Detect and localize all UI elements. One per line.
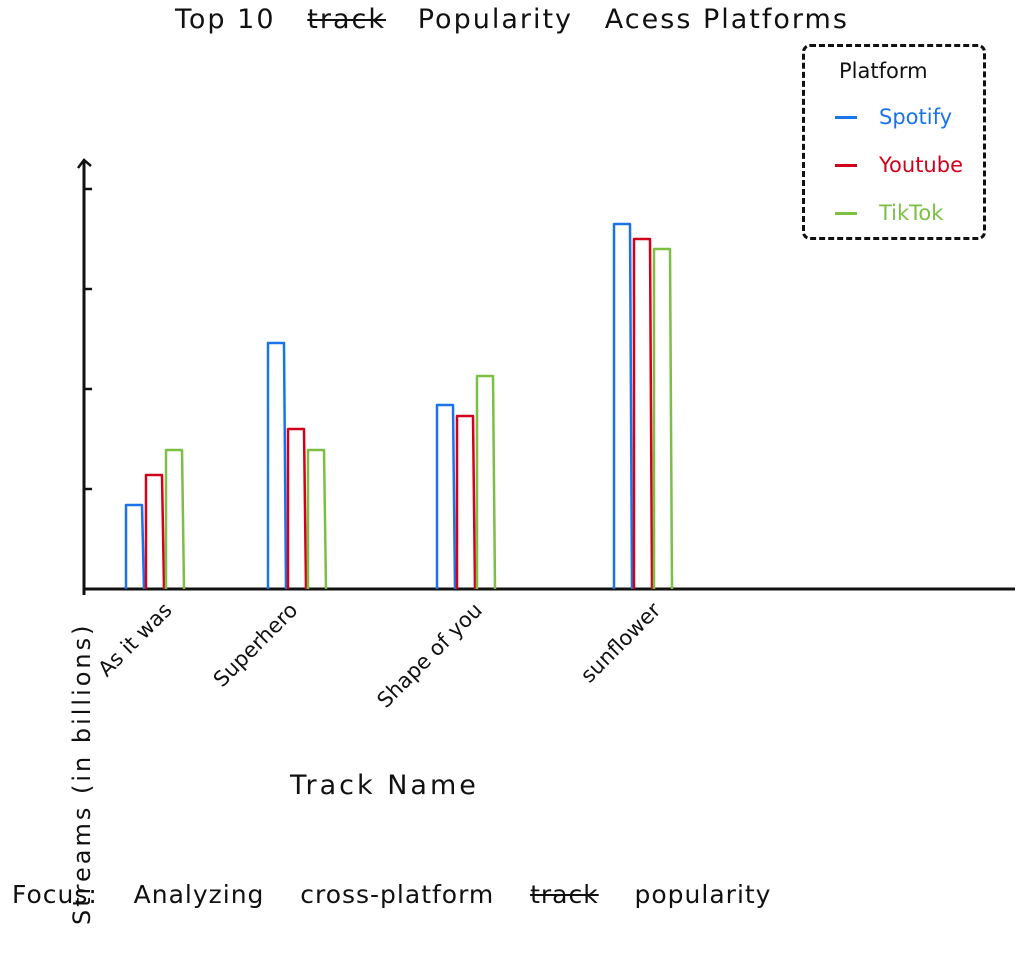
bar-youtube-2	[286, 427, 308, 590]
legend-item-youtube: Youtube	[835, 153, 963, 177]
legend-label-tiktok: TikTok	[879, 201, 944, 225]
legend-item-tiktok: TikTok	[835, 201, 943, 225]
bar-tiktok-4	[652, 247, 674, 590]
chart-title-part-2: track	[307, 4, 386, 35]
bar-spotify-2	[266, 341, 288, 590]
chart-title-part-1: Top 10	[175, 4, 276, 35]
footnote-struck-word: track	[530, 880, 599, 909]
footnote: Focus: Analyzing cross-platform track po…	[12, 880, 771, 909]
legend-swatch-spotify	[835, 115, 857, 119]
bar-tiktok-3	[475, 374, 497, 590]
bar-spotify-1	[124, 503, 146, 590]
bar-spotify-3	[435, 403, 457, 590]
y-axis-arrow	[77, 158, 92, 169]
footnote-word-1: Analyzing	[133, 880, 265, 909]
legend-title: Platform	[839, 59, 928, 83]
legend-label-youtube: Youtube	[879, 153, 963, 177]
chart-title-part-4: Acess Platforms	[604, 4, 849, 35]
bar-tiktok-1	[164, 448, 186, 590]
chart-title: Top 10 track Popularity Acess Platforms	[175, 4, 849, 35]
legend-label-spotify: Spotify	[879, 105, 953, 129]
chart-title-part-3: Popularity	[417, 4, 574, 35]
bar-youtube-4	[632, 237, 654, 590]
legend: Platform Spotify Youtube TikTok	[802, 44, 986, 240]
legend-swatch-youtube	[835, 163, 857, 167]
y-axis-label-wrap: Streams (in billions)	[28, 530, 96, 925]
legend-item-spotify: Spotify	[835, 105, 952, 129]
footnote-word-2: cross-platform	[300, 880, 495, 909]
bar-youtube-1	[144, 473, 166, 590]
bar-spotify-4	[612, 222, 634, 590]
bar-tiktok-2	[306, 448, 328, 590]
x-axis-label: Track Name	[290, 770, 479, 801]
footnote-label: Focus:	[12, 880, 98, 909]
bar-youtube-3	[455, 414, 477, 590]
legend-swatch-tiktok	[835, 211, 857, 215]
footnote-word-end: popularity	[634, 880, 772, 909]
